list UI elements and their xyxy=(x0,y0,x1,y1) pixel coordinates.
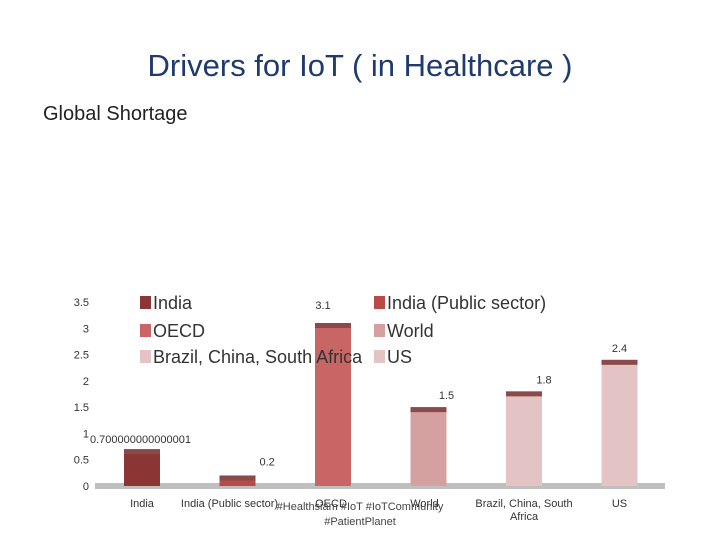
data-label: 2.4 xyxy=(612,343,627,355)
y-tick-label: 0.5 xyxy=(74,455,89,467)
x-tick-label: World xyxy=(410,498,439,510)
x-tick-label: India (Public sector) xyxy=(181,498,278,510)
data-label: 1.5 xyxy=(439,390,454,402)
legend-label: Brazil, China, South Africa xyxy=(153,347,363,367)
bar-cap xyxy=(601,359,638,365)
data-label: 0.700000000000001 xyxy=(90,434,191,446)
bar-cap xyxy=(410,407,447,413)
legend-label: OECD xyxy=(153,321,205,341)
x-tick-label: Africa xyxy=(510,511,539,523)
legend-label: World xyxy=(387,321,434,341)
x-tick-label: Brazil, China, South xyxy=(475,498,572,510)
legend-swatch xyxy=(374,324,385,337)
y-tick-label: 3 xyxy=(83,323,89,335)
legend-swatch xyxy=(140,324,151,337)
data-labels: 0.700000000000001 0.2 3.1 1.5 1.8 2.4 xyxy=(90,300,627,468)
legend-swatch xyxy=(140,350,151,363)
legend: India India (Public sector) OECD World Brazi… xyxy=(140,293,546,367)
legend-label: India xyxy=(153,293,193,313)
bar xyxy=(601,359,638,486)
legend-label: India (Public sector) xyxy=(387,293,546,313)
x-tick-labels: India India (Public sector) OECD World Brazi… xyxy=(130,498,627,523)
x-tick-label: India xyxy=(130,498,155,510)
hashtags-line-2: #PatientPlanet xyxy=(324,516,396,528)
bar-cap xyxy=(506,391,542,397)
bars xyxy=(124,323,638,486)
hashtags: #Healthsiam #IoT #IoTCommunity #PatientP… xyxy=(0,500,720,530)
y-tick-label: 1 xyxy=(83,428,89,440)
x-tick-label: OECD xyxy=(315,498,347,510)
bar-cap xyxy=(315,323,351,329)
bar xyxy=(315,323,351,486)
legend-swatch xyxy=(374,296,385,309)
bar xyxy=(124,449,160,486)
bar xyxy=(410,407,447,486)
y-tick-label: 3.5 xyxy=(74,297,89,309)
legend-label: US xyxy=(387,347,412,367)
x-tick-label: US xyxy=(612,498,627,510)
y-tick-label: 2 xyxy=(83,376,89,388)
data-label: 1.8 xyxy=(536,374,551,386)
y-tick-label: 1.5 xyxy=(74,402,89,414)
legend-swatch xyxy=(140,296,151,309)
bar-cap xyxy=(219,475,256,481)
y-tick-labels: 0 0.5 1 1.5 2 2.5 3 3.5 xyxy=(74,297,89,493)
data-label: 0.2 xyxy=(260,456,275,468)
bar-cap xyxy=(124,449,160,455)
legend-swatch xyxy=(374,350,385,363)
hashtags-line-1: #Healthsiam #IoT #IoTCommunity xyxy=(276,501,444,513)
slide-title: Drivers for IoT ( in Healthcare ) xyxy=(147,48,573,83)
data-label: 3.1 xyxy=(315,300,330,312)
chart-subtitle: Global Shortage xyxy=(43,103,188,125)
y-tick-label: 0 xyxy=(83,481,89,493)
bar xyxy=(506,391,542,486)
bar xyxy=(219,475,256,486)
y-tick-label: 2.5 xyxy=(74,350,89,362)
